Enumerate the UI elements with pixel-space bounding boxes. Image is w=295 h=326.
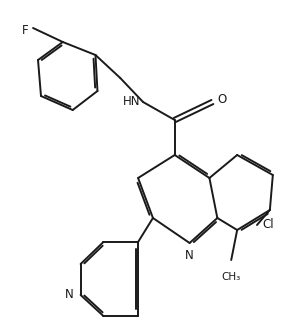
Text: HN: HN — [123, 96, 140, 109]
Text: CH₃: CH₃ — [222, 273, 241, 283]
Text: F: F — [22, 24, 29, 37]
Text: O: O — [217, 93, 226, 106]
Text: N: N — [185, 249, 194, 262]
Text: N: N — [65, 289, 74, 302]
Text: Cl: Cl — [263, 218, 274, 231]
